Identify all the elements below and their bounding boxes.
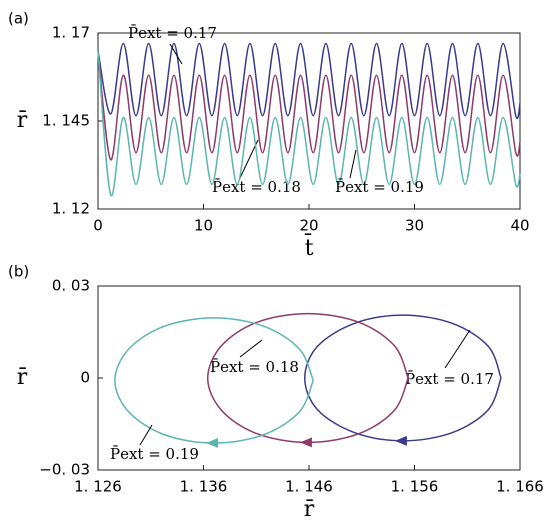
annotation-leader bbox=[444, 329, 471, 369]
x-tick-label: 1. 166 bbox=[496, 478, 544, 496]
y-tick-label: 0 bbox=[80, 369, 90, 387]
y-tick-label: 1. 145 bbox=[42, 112, 90, 130]
annotation-leader bbox=[349, 149, 357, 179]
x-tick-label: 1. 126 bbox=[74, 478, 122, 496]
direction-arrow bbox=[206, 438, 219, 449]
x-tick-label: 1. 136 bbox=[180, 478, 228, 496]
y-axis-label: r̄ bbox=[17, 365, 28, 390]
series-line bbox=[97, 42, 521, 120]
x-tick-label: 1. 156 bbox=[391, 478, 439, 496]
series-line bbox=[97, 50, 521, 197]
y-tick-label: 0. 03 bbox=[52, 277, 90, 295]
y-axis-label: r̄ bbox=[17, 108, 28, 133]
direction-arrow bbox=[394, 435, 407, 446]
series-annotation: P̄ext = 0.19 bbox=[335, 178, 424, 196]
x-tick-label: 0 bbox=[93, 217, 103, 235]
x-axis-label: r̄ bbox=[304, 497, 315, 522]
series-line bbox=[114, 317, 314, 444]
x-tick-label: 30 bbox=[405, 217, 424, 235]
x-axis-label: t̄ bbox=[304, 233, 313, 261]
series-annotation: P̄ext = 0.17 bbox=[405, 370, 494, 388]
panel-label: (a) bbox=[8, 10, 29, 28]
annotation-leader bbox=[139, 424, 153, 446]
panel-label: (b) bbox=[8, 263, 29, 281]
y-tick-label: −0. 03 bbox=[39, 461, 90, 479]
direction-arrow bbox=[299, 437, 312, 448]
series-line bbox=[206, 312, 409, 444]
series-line bbox=[97, 50, 521, 161]
series-annotation: P̄ext = 0.17 bbox=[128, 24, 217, 42]
series-annotation: P̄ext = 0.18 bbox=[212, 178, 301, 196]
x-tick-label: 40 bbox=[510, 217, 529, 235]
y-tick-label: 1. 17 bbox=[52, 24, 90, 42]
y-tick-label: 1. 12 bbox=[52, 200, 90, 218]
annotation-leader bbox=[239, 339, 263, 358]
series-line bbox=[304, 314, 502, 442]
x-tick-label: 20 bbox=[299, 217, 318, 235]
series-annotation: P̄ext = 0.19 bbox=[110, 445, 199, 463]
series-annotation: P̄ext = 0.18 bbox=[210, 358, 299, 376]
x-tick-label: 10 bbox=[194, 217, 213, 235]
x-tick-label: 1. 146 bbox=[285, 478, 333, 496]
annotation-leader bbox=[169, 43, 183, 65]
